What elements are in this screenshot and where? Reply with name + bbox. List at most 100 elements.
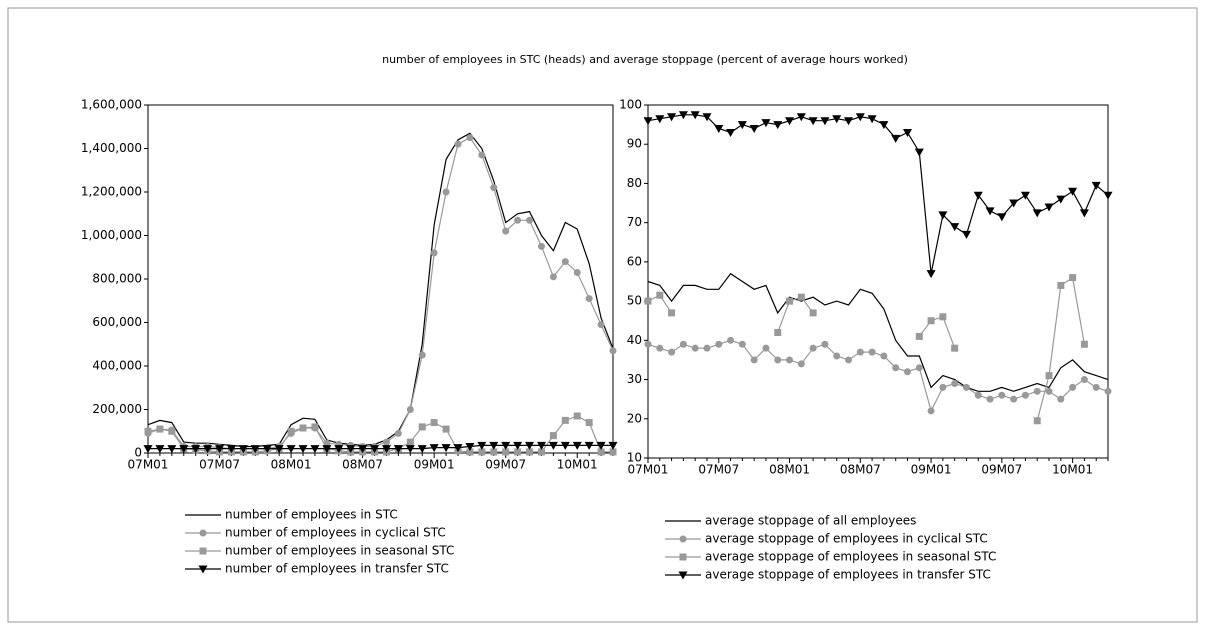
point (1021, 391, 1029, 399)
frame (7, 7, 1198, 623)
point (714, 125, 724, 134)
series-line (647, 114, 1109, 274)
point (585, 295, 593, 303)
point (880, 352, 888, 360)
point (738, 340, 746, 348)
series-line (148, 444, 613, 450)
x-tick-label: 07M07 (199, 458, 240, 472)
point (915, 364, 923, 372)
point (668, 348, 676, 356)
point (560, 441, 570, 450)
point (262, 445, 272, 454)
y-tick-label: 800,000 (92, 272, 142, 286)
y-tick-label: 1,600,000 (81, 98, 142, 112)
point (1045, 372, 1053, 380)
point (596, 441, 606, 450)
point (643, 117, 653, 126)
point (986, 395, 994, 403)
point (903, 368, 911, 376)
point (679, 340, 687, 348)
point (891, 134, 901, 143)
series-line (647, 272, 1109, 392)
point (526, 216, 534, 224)
point (679, 553, 687, 561)
point (644, 297, 652, 305)
point (299, 424, 307, 432)
point (334, 445, 344, 454)
point (311, 423, 319, 431)
point (678, 571, 688, 580)
x-tick-label: 08M01 (271, 458, 312, 472)
point (690, 111, 700, 120)
point (514, 216, 522, 224)
point (573, 412, 581, 420)
point (1068, 187, 1078, 196)
point (820, 117, 830, 126)
point (1057, 395, 1065, 403)
point (879, 121, 889, 130)
point (274, 445, 284, 454)
point (144, 427, 152, 435)
point (442, 425, 450, 433)
point (950, 223, 960, 232)
point (1057, 281, 1065, 289)
point (585, 419, 593, 427)
point (998, 391, 1006, 399)
point (927, 317, 935, 325)
point (549, 273, 557, 281)
x-tick-label: 09M07 (981, 463, 1022, 477)
point (430, 419, 438, 427)
point (143, 445, 153, 454)
y-tick-label: 50 (627, 294, 642, 308)
point (774, 356, 782, 364)
legend-label: number of employees in STC (225, 508, 398, 522)
point (786, 297, 794, 305)
point (406, 406, 414, 413)
point (1080, 376, 1088, 384)
point (466, 134, 474, 142)
point (762, 344, 770, 352)
point (845, 356, 853, 364)
point (1069, 274, 1077, 282)
point (892, 364, 900, 372)
point (1032, 209, 1042, 218)
point (597, 321, 605, 329)
point (346, 445, 356, 454)
point (381, 445, 391, 454)
point (962, 383, 970, 391)
point (501, 441, 511, 450)
point (926, 270, 936, 279)
point (525, 441, 535, 450)
point (502, 227, 510, 235)
point (679, 535, 687, 543)
y-tick-label: 10 (627, 451, 642, 465)
point (715, 340, 723, 348)
point (298, 445, 308, 454)
point (1080, 340, 1088, 348)
point (749, 125, 759, 134)
point (737, 121, 747, 130)
chart-title: number of employees in STC (heads) and a… (382, 53, 908, 66)
point (226, 445, 236, 454)
point (561, 416, 569, 424)
point (951, 379, 959, 387)
y-tick-label: 60 (627, 254, 642, 268)
point (656, 291, 664, 299)
point (609, 347, 617, 355)
legend-label: average stoppage of employees in cyclica… (705, 532, 988, 546)
point (502, 448, 510, 456)
point (203, 445, 213, 454)
point (406, 438, 414, 446)
x-tick-label: 10M01 (1052, 463, 1093, 477)
legend-label: average stoppage of employees in seasona… (705, 550, 996, 564)
point (1033, 417, 1041, 425)
y-tick-label: 1,000,000 (81, 228, 142, 242)
point (750, 356, 758, 364)
point (430, 249, 438, 257)
x-tick-label: 07M01 (128, 458, 169, 472)
y-tick-label: 40 (627, 333, 642, 347)
point (997, 213, 1007, 222)
x-tick-label: 08M07 (342, 458, 383, 472)
